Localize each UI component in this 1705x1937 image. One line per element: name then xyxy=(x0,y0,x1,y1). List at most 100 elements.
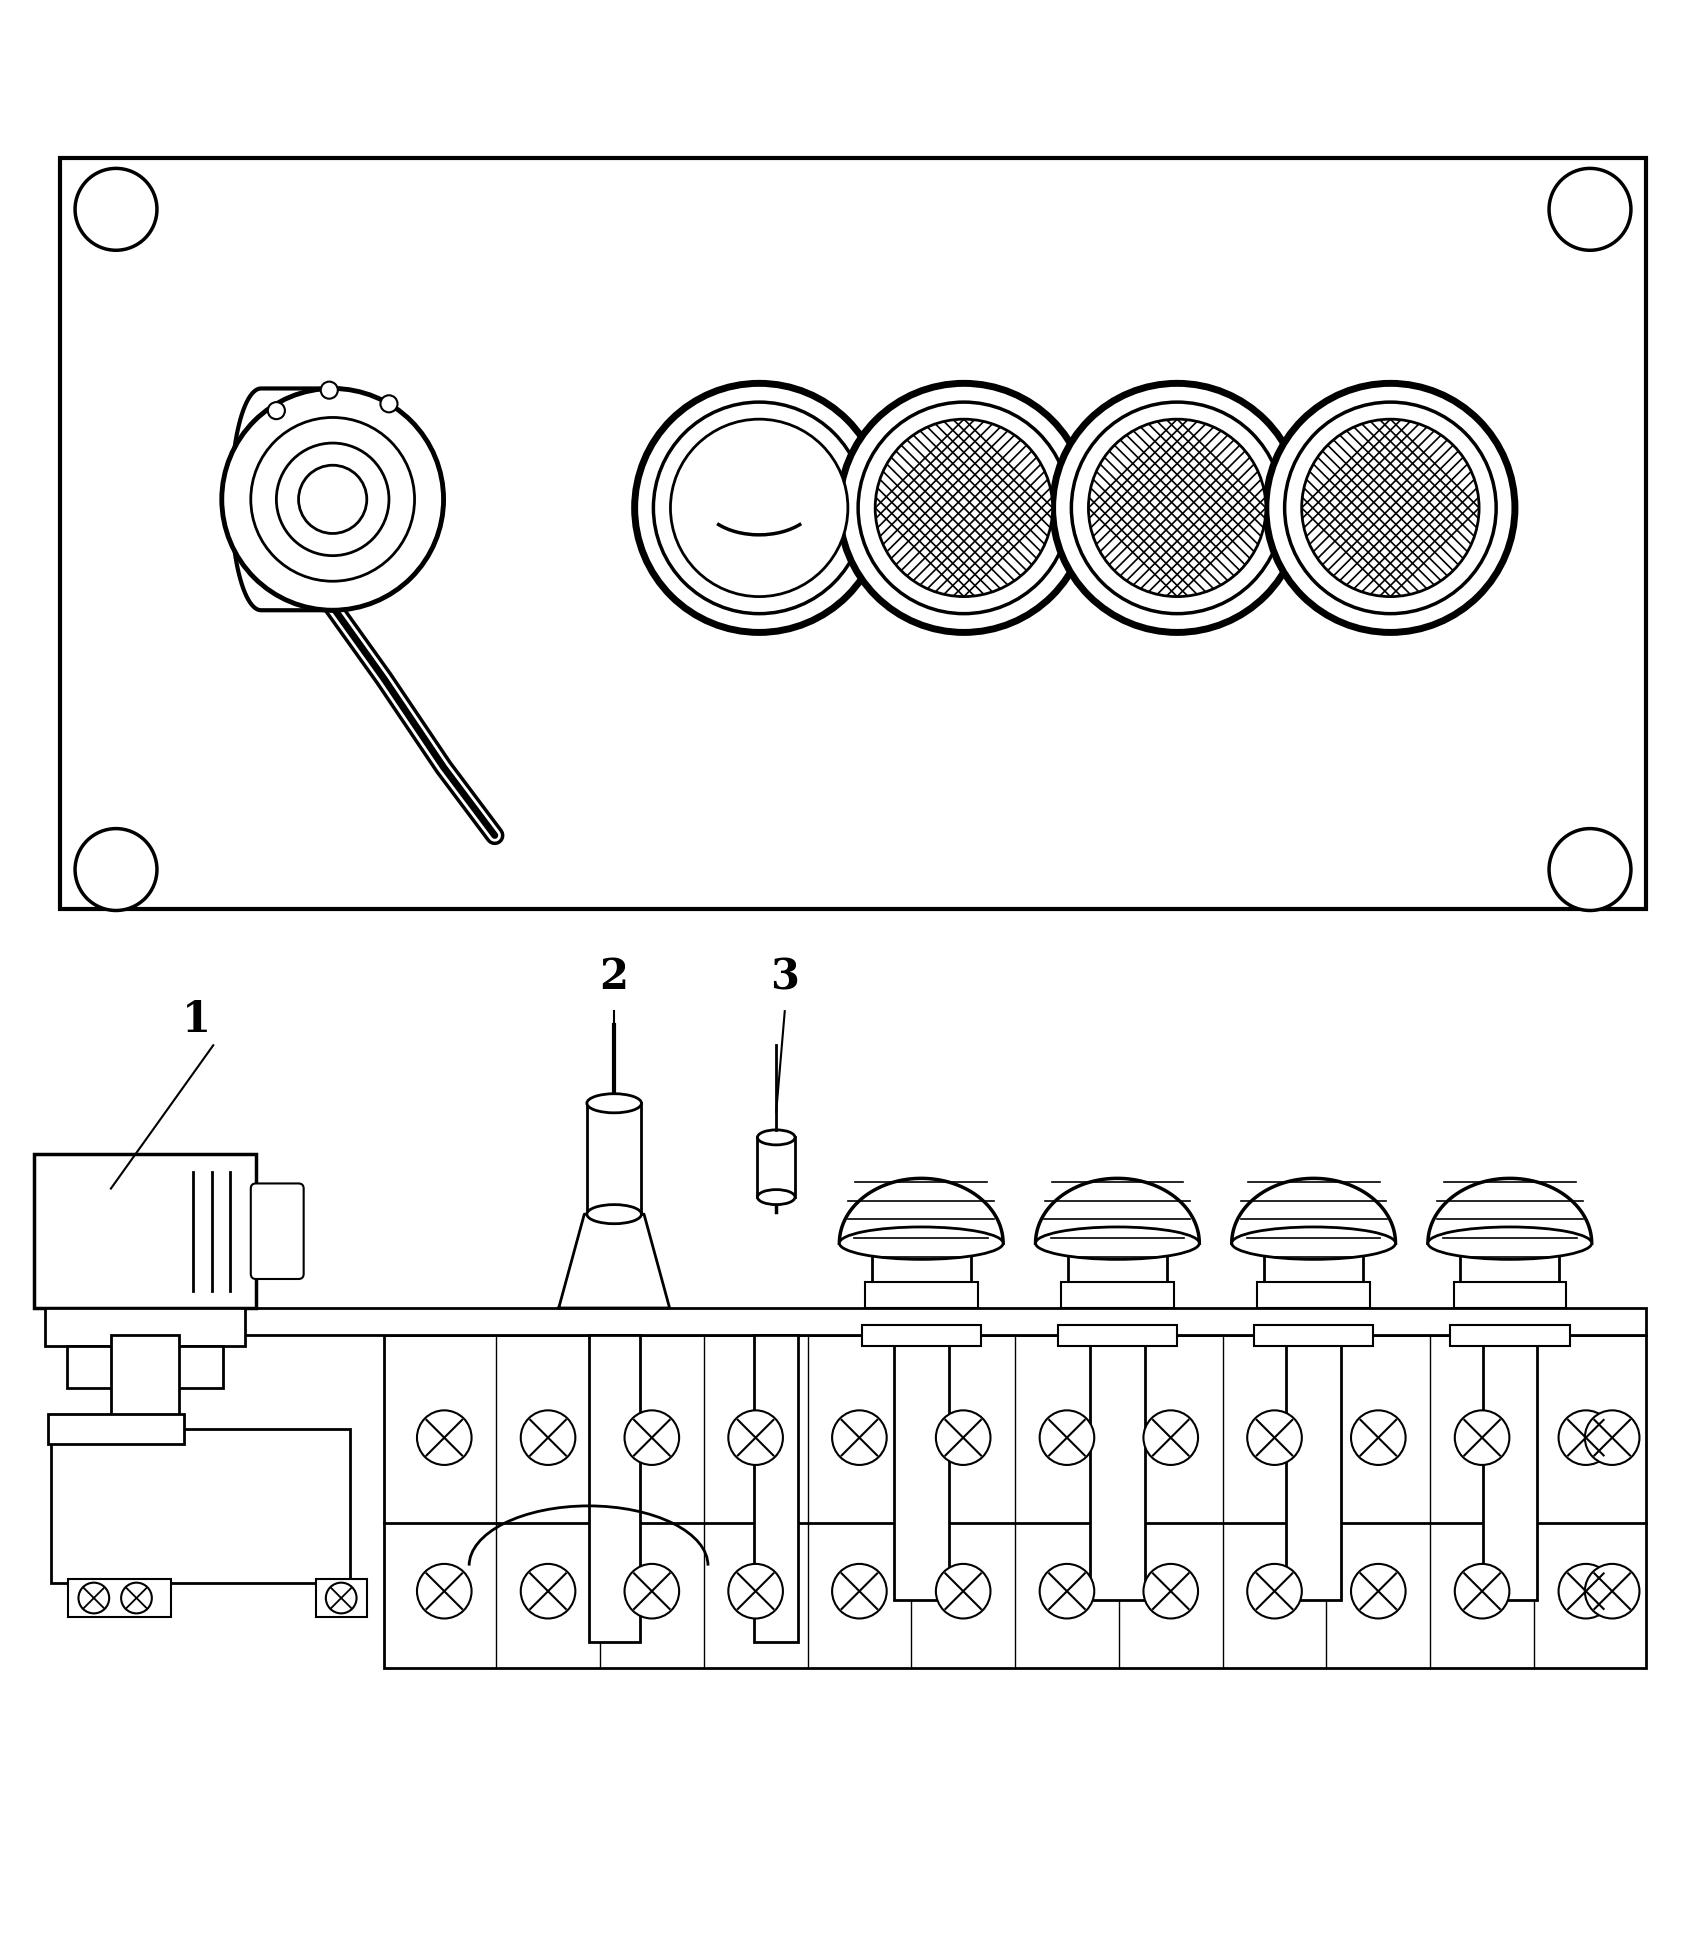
Ellipse shape xyxy=(839,1226,1003,1259)
Bar xyxy=(587,1104,641,1214)
Text: 3: 3 xyxy=(771,957,798,998)
Bar xyxy=(44,1307,246,1346)
Circle shape xyxy=(416,1563,471,1619)
Bar xyxy=(1253,1325,1373,1346)
Ellipse shape xyxy=(1035,1226,1199,1259)
Circle shape xyxy=(251,418,414,581)
Circle shape xyxy=(1088,418,1265,597)
Text: 1: 1 xyxy=(182,999,210,1040)
Circle shape xyxy=(121,1583,152,1614)
Bar xyxy=(893,1335,948,1600)
Circle shape xyxy=(936,1563,991,1619)
Circle shape xyxy=(321,382,338,399)
Circle shape xyxy=(1584,1563,1639,1619)
Bar xyxy=(60,1307,1645,1335)
Bar xyxy=(871,1245,970,1288)
Circle shape xyxy=(416,1410,471,1464)
Bar xyxy=(757,1137,795,1197)
Circle shape xyxy=(1548,829,1630,910)
Circle shape xyxy=(634,384,883,631)
Circle shape xyxy=(1558,1410,1613,1464)
Circle shape xyxy=(1246,1410,1301,1464)
Circle shape xyxy=(75,829,157,910)
Bar xyxy=(48,1414,184,1445)
Polygon shape xyxy=(1035,1178,1199,1244)
Bar xyxy=(1482,1335,1536,1600)
Circle shape xyxy=(832,1563,887,1619)
Text: 2: 2 xyxy=(600,957,627,998)
Bar xyxy=(1453,1282,1565,1307)
Bar xyxy=(1257,1282,1369,1307)
Circle shape xyxy=(75,169,157,250)
Circle shape xyxy=(624,1563,679,1619)
Circle shape xyxy=(728,1563,783,1619)
Circle shape xyxy=(298,465,367,533)
Circle shape xyxy=(858,403,1069,614)
Bar xyxy=(1286,1335,1340,1600)
Circle shape xyxy=(1548,169,1630,250)
Circle shape xyxy=(1301,418,1478,597)
Circle shape xyxy=(1350,1563,1405,1619)
Circle shape xyxy=(1071,403,1282,614)
Circle shape xyxy=(1142,1410,1197,1464)
Bar xyxy=(60,159,1645,908)
Bar xyxy=(1449,1325,1569,1346)
Circle shape xyxy=(1584,1410,1639,1464)
Circle shape xyxy=(1142,1563,1197,1619)
Polygon shape xyxy=(1427,1178,1591,1244)
Circle shape xyxy=(1038,1563,1093,1619)
Bar xyxy=(384,1335,1645,1668)
Circle shape xyxy=(1454,1563,1509,1619)
Circle shape xyxy=(728,1410,783,1464)
Circle shape xyxy=(222,389,443,610)
Circle shape xyxy=(78,1583,109,1614)
Circle shape xyxy=(1454,1410,1509,1464)
Bar xyxy=(1459,1245,1558,1288)
Bar xyxy=(864,1282,977,1307)
Ellipse shape xyxy=(587,1094,641,1114)
Circle shape xyxy=(1558,1563,1613,1619)
Bar xyxy=(1089,1335,1144,1600)
Bar xyxy=(315,1579,367,1617)
Bar xyxy=(111,1335,179,1430)
Circle shape xyxy=(936,1410,991,1464)
Bar xyxy=(861,1325,980,1346)
Bar xyxy=(754,1335,798,1643)
Polygon shape xyxy=(839,1178,1003,1244)
Ellipse shape xyxy=(757,1129,795,1145)
Ellipse shape xyxy=(757,1189,795,1205)
Polygon shape xyxy=(232,389,428,610)
Circle shape xyxy=(1038,1410,1093,1464)
Ellipse shape xyxy=(1231,1226,1395,1259)
Polygon shape xyxy=(559,1214,668,1307)
Circle shape xyxy=(1350,1410,1405,1464)
Circle shape xyxy=(670,418,847,597)
Circle shape xyxy=(520,1410,575,1464)
Bar xyxy=(1067,1245,1166,1288)
Bar xyxy=(51,1430,350,1583)
Ellipse shape xyxy=(587,1205,641,1224)
Bar xyxy=(588,1335,639,1643)
FancyBboxPatch shape xyxy=(251,1184,303,1278)
Circle shape xyxy=(380,395,397,413)
Circle shape xyxy=(1265,384,1514,631)
Circle shape xyxy=(875,418,1052,597)
Bar xyxy=(68,1579,170,1617)
Circle shape xyxy=(653,403,864,614)
Circle shape xyxy=(276,444,389,556)
Circle shape xyxy=(1284,403,1495,614)
Circle shape xyxy=(1052,384,1301,631)
Bar xyxy=(68,1346,222,1389)
Circle shape xyxy=(624,1410,679,1464)
Bar xyxy=(1061,1282,1173,1307)
Circle shape xyxy=(839,384,1088,631)
Bar xyxy=(34,1154,256,1307)
Polygon shape xyxy=(1231,1178,1395,1244)
Bar xyxy=(1057,1325,1176,1346)
Circle shape xyxy=(326,1583,356,1614)
Circle shape xyxy=(520,1563,575,1619)
Bar xyxy=(1263,1245,1362,1288)
Circle shape xyxy=(268,403,285,418)
Circle shape xyxy=(1246,1563,1301,1619)
Ellipse shape xyxy=(1427,1226,1591,1259)
